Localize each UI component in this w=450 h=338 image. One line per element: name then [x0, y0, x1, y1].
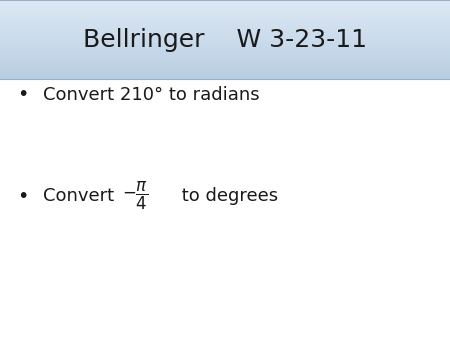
Bar [0, 38, 450, 39]
Bar [0, 25, 450, 26]
Bar [0, 54, 450, 55]
Bar [0, 12, 450, 13]
Bar [0, 35, 450, 36]
Bar [0, 28, 450, 29]
Bar [0, 1, 450, 2]
Bar [0, 36, 450, 37]
Bar [0, 46, 450, 47]
Bar [0, 58, 450, 59]
Bar [0, 56, 450, 57]
Bar [0, 42, 450, 43]
Bar [0, 20, 450, 21]
Bar [0, 3, 450, 4]
Bar [0, 45, 450, 46]
Bar [0, 76, 450, 77]
Bar [0, 33, 450, 34]
Bar [0, 61, 450, 62]
Bar [0, 17, 450, 18]
Bar [0, 4, 450, 5]
Bar [0, 70, 450, 71]
Bar [0, 62, 450, 63]
Bar [0, 39, 450, 40]
Bar [0, 65, 450, 66]
Bar [0, 52, 450, 53]
Bar [0, 22, 450, 23]
Bar [0, 19, 450, 20]
Bar [0, 74, 450, 75]
Bar [0, 43, 450, 44]
Bar [0, 23, 450, 24]
Bar [0, 40, 450, 41]
Bar [0, 64, 450, 65]
Bar [0, 15, 450, 16]
Bar [0, 75, 450, 76]
Bar [0, 29, 450, 30]
Text: Convert 210° to radians: Convert 210° to radians [43, 86, 259, 104]
Bar [0, 10, 450, 11]
Bar [0, 57, 450, 58]
Bar [0, 71, 450, 72]
Bar [0, 50, 450, 51]
Bar [0, 55, 450, 56]
Bar [0, 14, 450, 15]
Bar [0, 30, 450, 31]
Text: Bellringer    W 3-23-11: Bellringer W 3-23-11 [83, 28, 367, 52]
Bar [0, 7, 450, 8]
Bar [0, 21, 450, 22]
Bar [0, 48, 450, 49]
Bar [0, 41, 450, 42]
Bar [0, 37, 450, 38]
Bar [0, 16, 450, 17]
Bar [0, 6, 450, 7]
Bar [0, 59, 450, 61]
Text: •: • [17, 85, 28, 104]
Bar [0, 51, 450, 52]
Bar [0, 24, 450, 25]
Bar [0, 0, 450, 1]
Bar [0, 32, 450, 33]
Bar [0, 49, 450, 50]
Bar [0, 31, 450, 32]
Bar [0, 5, 450, 6]
Bar [0, 78, 450, 79]
Bar [0, 53, 450, 54]
Bar [0, 18, 450, 19]
Bar [0, 2, 450, 3]
Bar [0, 77, 450, 78]
Bar [0, 34, 450, 35]
Bar [0, 8, 450, 9]
Bar [0, 26, 450, 27]
Text: Convert: Convert [43, 187, 120, 205]
Bar [0, 67, 450, 68]
Bar [0, 63, 450, 64]
Bar [0, 9, 450, 10]
Bar [0, 11, 450, 12]
Text: to degrees: to degrees [176, 187, 278, 205]
Bar [0, 13, 450, 14]
Bar [0, 66, 450, 67]
Bar [0, 73, 450, 74]
Bar [0, 27, 450, 28]
Bar [0, 44, 450, 45]
Bar [0, 72, 450, 73]
Text: $-\dfrac{\pi}{4}$: $-\dfrac{\pi}{4}$ [122, 180, 148, 212]
Bar [0, 68, 450, 69]
Text: •: • [17, 187, 28, 206]
Bar [0, 47, 450, 48]
Bar [0, 69, 450, 70]
